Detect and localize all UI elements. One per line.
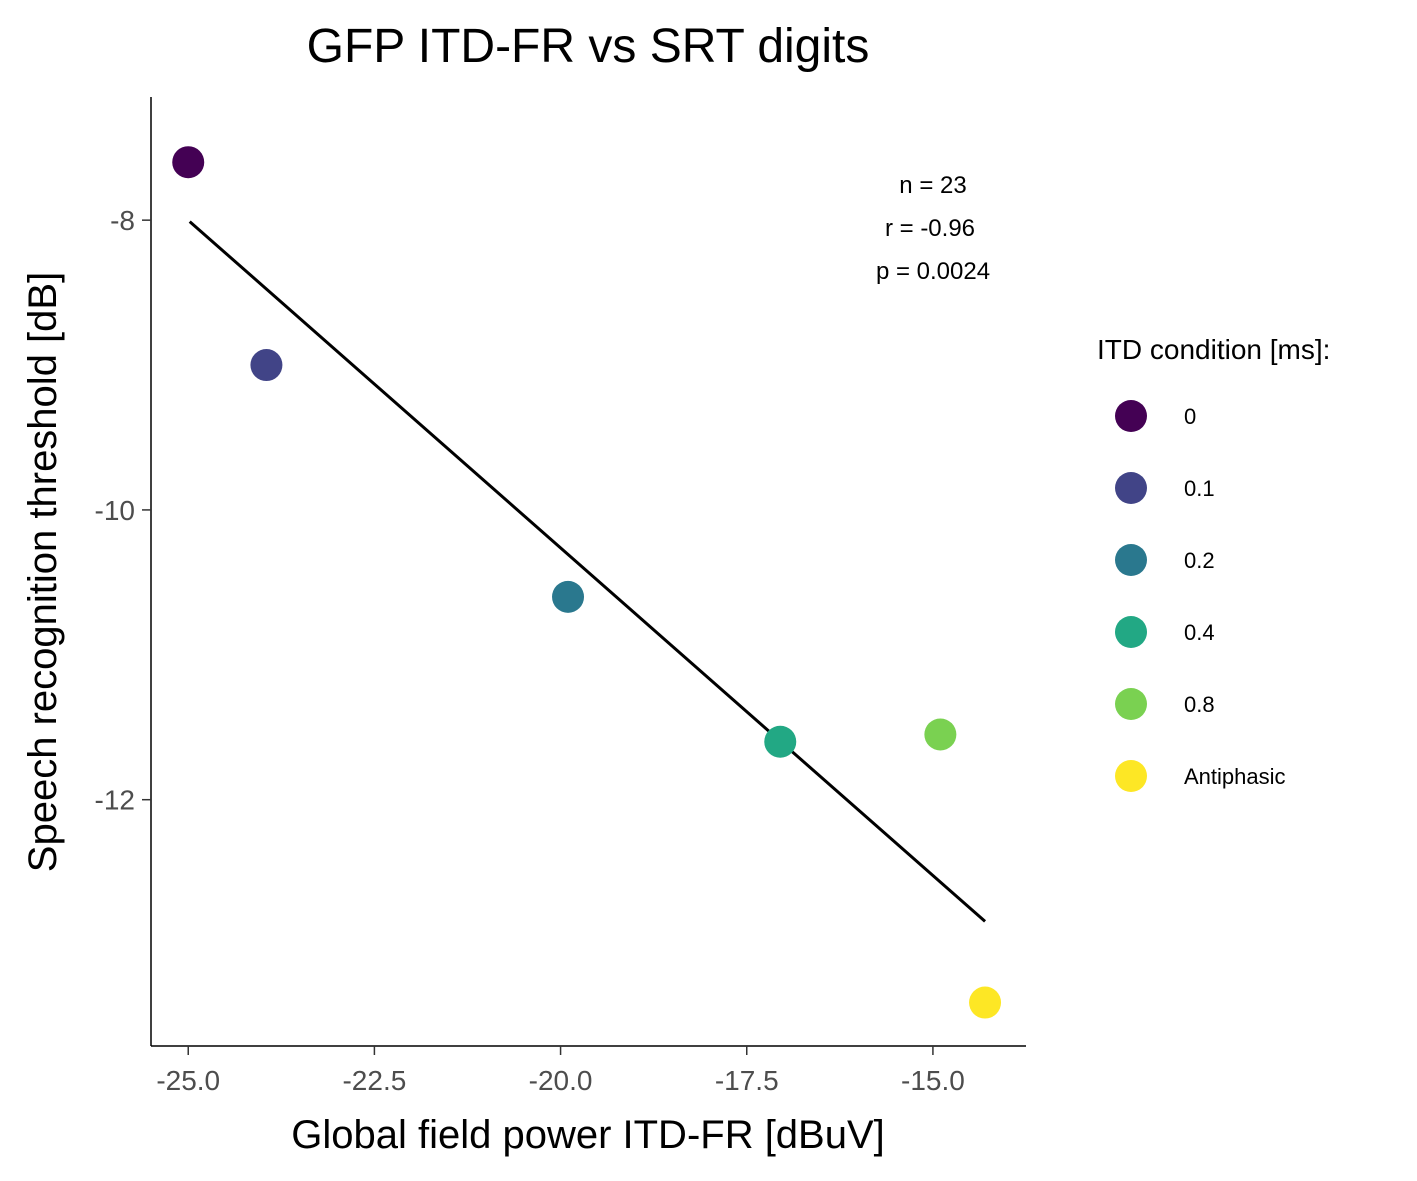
- x-tick-label: -25.0: [156, 1065, 220, 1096]
- y-axis-title: Speech recognition threshold [dB]: [21, 272, 65, 872]
- data-point: [969, 986, 1002, 1019]
- legend: ITD condition [ms]: 0 0.1 0.2 0.4 0.8 Antipha…: [1097, 334, 1330, 792]
- annotation-r: r = -0.96: [885, 215, 975, 242]
- legend-label: 0.1: [1184, 476, 1215, 501]
- annotation-p: p = 0.0024: [876, 258, 990, 285]
- stats-annotation: n = 23 r = -0.96 p = 0.0024: [876, 172, 990, 285]
- y-tick-label: -8: [110, 205, 135, 236]
- x-tick-label: -17.5: [715, 1065, 779, 1096]
- legend-title: ITD condition [ms]:: [1097, 334, 1330, 365]
- legend-label: 0: [1184, 404, 1196, 429]
- regression-line-group: [188, 220, 987, 923]
- legend-label: Antiphasic: [1184, 764, 1286, 789]
- x-tick-label: -15.0: [901, 1065, 965, 1096]
- legend-label: 0.4: [1184, 620, 1215, 645]
- y-tick-label: -10: [95, 495, 135, 526]
- x-axis-ticks: -25.0 -22.5 -20.0 -17.5 -15.0: [156, 1046, 965, 1096]
- legend-swatch: [1115, 688, 1147, 720]
- data-point: [924, 718, 957, 751]
- y-tick-label: -12: [95, 785, 135, 816]
- annotation-n: n = 23: [899, 172, 966, 199]
- x-axis-title: Global field power ITD-FR [dBuV]: [291, 1113, 885, 1157]
- legend-swatch: [1115, 472, 1147, 504]
- x-tick-label: -20.0: [529, 1065, 593, 1096]
- y-axis-ticks: -8 -10 -12: [95, 205, 151, 816]
- legend-swatch: [1115, 400, 1147, 432]
- legend-swatch: [1115, 760, 1147, 792]
- x-tick-label: -22.5: [342, 1065, 406, 1096]
- legend-label: 0.2: [1184, 548, 1215, 573]
- chart-title: GFP ITD-FR vs SRT digits: [307, 20, 870, 73]
- data-points: [172, 146, 1002, 1019]
- legend-label: 0.8: [1184, 692, 1215, 717]
- legend-swatch: [1115, 616, 1147, 648]
- data-point: [764, 725, 797, 758]
- regression-line: [188, 220, 987, 923]
- data-point: [250, 349, 283, 382]
- data-point: [552, 580, 585, 613]
- legend-swatch: [1115, 544, 1147, 576]
- data-point: [172, 146, 205, 179]
